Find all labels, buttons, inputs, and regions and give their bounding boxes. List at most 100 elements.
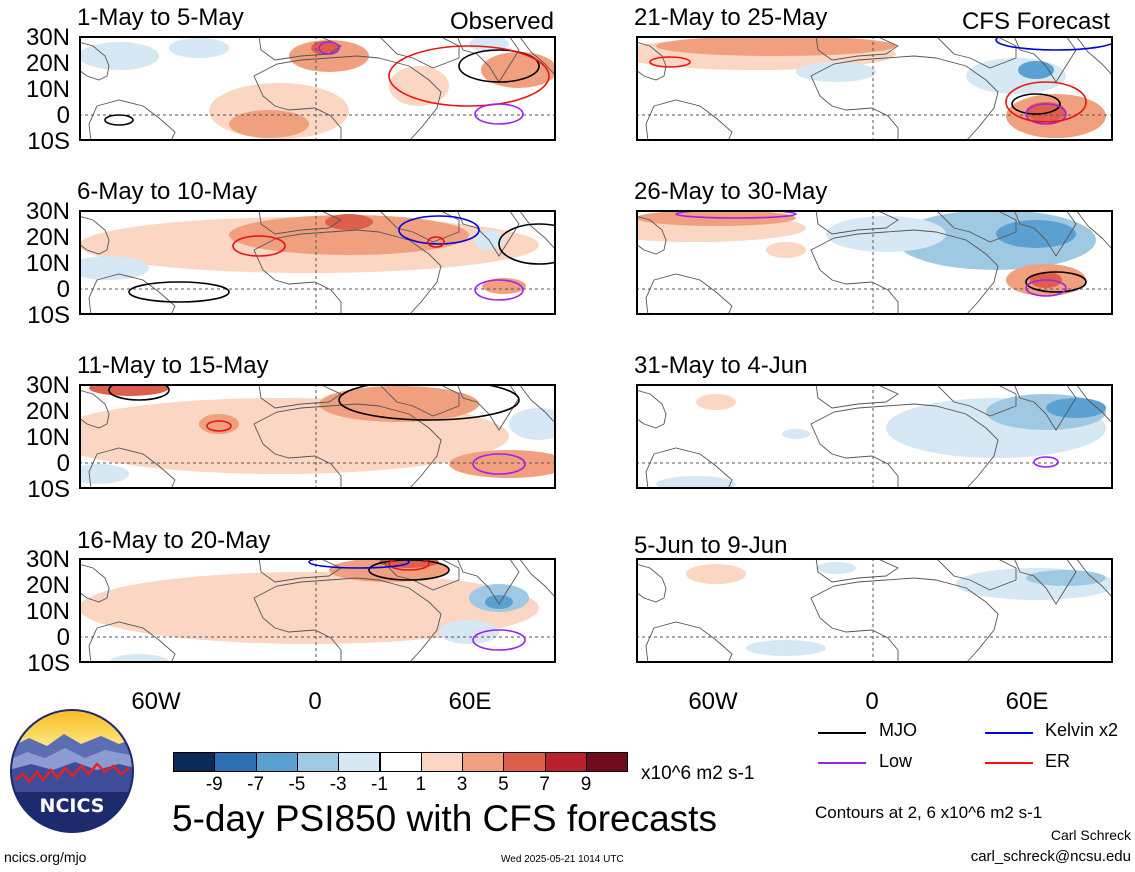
source-url: ncics.org/mjo xyxy=(4,849,87,865)
contour-line xyxy=(108,384,170,401)
anomaly-shading xyxy=(826,216,946,252)
contour-line xyxy=(368,559,450,581)
lat-label: 30N xyxy=(25,372,70,399)
anomaly-shading xyxy=(656,476,736,489)
contour-line xyxy=(472,453,526,475)
legend-er-line xyxy=(985,762,1033,764)
coastline xyxy=(1075,36,1113,77)
contour-line xyxy=(498,223,556,265)
coastline xyxy=(810,577,999,663)
lat-label: 30N xyxy=(25,24,70,51)
anomaly-shading xyxy=(79,42,159,70)
legend-kelvin-line xyxy=(985,732,1033,734)
coastline xyxy=(79,215,110,255)
lat-label: 0 xyxy=(56,450,70,477)
lat-label: 10N xyxy=(25,598,70,625)
lat-label: 0 xyxy=(56,276,70,303)
colorbar-tick-label: -3 xyxy=(329,774,347,795)
map-panel-1 xyxy=(79,36,556,141)
map-graphic xyxy=(636,210,1113,315)
coastline xyxy=(636,215,667,255)
legend-er-label: ER xyxy=(1045,751,1071,771)
lat-label: 10N xyxy=(25,250,70,277)
colorbar-swatch xyxy=(544,752,587,772)
contour-line xyxy=(232,235,286,257)
coastline xyxy=(253,229,442,315)
coastline xyxy=(1075,384,1113,425)
coastline xyxy=(810,55,999,141)
coastline xyxy=(456,384,520,431)
map-graphic xyxy=(79,210,556,315)
coastline xyxy=(88,273,176,315)
map-panel-5 xyxy=(636,36,1113,141)
anomaly-shading xyxy=(485,595,513,609)
coastline xyxy=(645,621,733,663)
legend-low-label: Low xyxy=(879,751,913,771)
panel-title-3: 11-May to 15-May xyxy=(77,352,269,379)
coastline xyxy=(79,563,110,603)
coastline xyxy=(645,99,733,141)
contour-line xyxy=(995,36,1113,51)
contour-line xyxy=(388,45,550,107)
lat-label: 10N xyxy=(25,424,70,451)
panel-title-2: 6-May to 10-May xyxy=(77,178,258,205)
contour-line xyxy=(128,281,230,303)
coastline xyxy=(636,41,667,81)
panel-title-1: 1-May to 5-May xyxy=(77,4,244,31)
panel-flag-forecast: CFS Forecast xyxy=(961,8,1110,35)
anomaly-shading xyxy=(229,215,469,255)
lat-label: 20N xyxy=(25,398,70,425)
anomaly-shading xyxy=(169,38,229,58)
ncics-logo-graphic: NCICS xyxy=(10,709,134,833)
contour-line xyxy=(472,629,526,651)
coastline xyxy=(1013,558,1077,605)
contour-line xyxy=(1033,456,1059,468)
logo-text: NCICS xyxy=(40,795,105,817)
anomaly-shading xyxy=(782,429,810,439)
contour-line xyxy=(427,236,445,248)
panel-flag-observed: Observed xyxy=(449,8,554,35)
coastline xyxy=(1075,210,1113,251)
panel-title-4: 16-May to 20-May xyxy=(77,527,271,554)
lon-label-right-60e: 60E xyxy=(1005,688,1049,715)
lat-label: 10N xyxy=(25,76,70,103)
anomaly-shading xyxy=(319,386,479,422)
anomaly-shading xyxy=(79,256,149,280)
panel-title-8: 5-Jun to 9-Jun xyxy=(634,532,788,559)
contour-line xyxy=(675,210,797,219)
coastline xyxy=(810,403,999,489)
map-panel-2 xyxy=(79,210,556,315)
anomaly-shading xyxy=(796,62,876,82)
map-graphic xyxy=(636,36,1113,141)
lon-label-right-60w: 60W xyxy=(688,688,738,715)
coastline xyxy=(1013,384,1077,431)
lat-label: 10S xyxy=(27,128,70,155)
anomaly-shading xyxy=(746,640,826,656)
map-graphic xyxy=(636,558,1113,663)
main-title: 5-day PSI850 with CFS forecasts xyxy=(172,798,717,839)
lat-label: 10S xyxy=(27,650,70,677)
lat-label: 30N xyxy=(25,198,70,225)
colorbar-tick-label: -5 xyxy=(288,774,306,795)
map-graphic xyxy=(79,36,556,141)
coastline xyxy=(88,621,176,663)
panel-title-7: 31-May to 4-Jun xyxy=(634,352,808,379)
colorbar-swatch xyxy=(296,752,340,772)
contours-note: Contours at 2, 6 x10^6 m2 s-1 xyxy=(815,803,1043,822)
coastline xyxy=(815,384,899,409)
colorbar-tick-label: -9 xyxy=(205,774,223,795)
colorbar-tick-label: -7 xyxy=(247,774,265,795)
anomaly-shading xyxy=(766,242,806,258)
colorbar-swatch xyxy=(214,752,257,772)
coastline xyxy=(810,229,999,315)
colorbar-tick-label: 1 xyxy=(415,774,427,795)
anomaly-shading xyxy=(656,36,896,56)
colorbar-units: x10^6 m2 s-1 xyxy=(641,763,755,784)
contour-line xyxy=(474,279,524,301)
colorbar-tick-label: 3 xyxy=(456,774,468,795)
map-graphic xyxy=(79,558,556,663)
anomaly-shading xyxy=(289,40,369,72)
anomaly-shading xyxy=(109,226,229,254)
anomaly-shading xyxy=(696,394,736,410)
legend-low-line xyxy=(818,762,866,764)
